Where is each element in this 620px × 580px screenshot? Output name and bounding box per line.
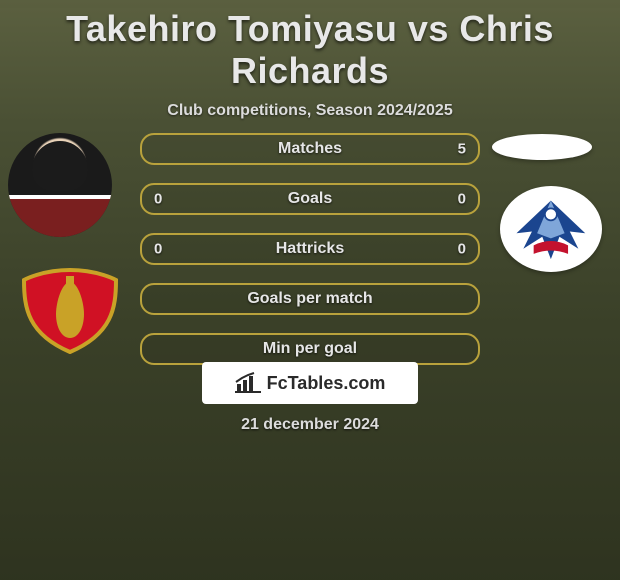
stat-label: Matches <box>278 140 342 158</box>
stat-right-value: 5 <box>458 141 466 158</box>
stat-label: Goals per match <box>247 290 372 308</box>
stats-panel: Matches 5 0 Goals 0 0 Hattricks 0 Goals … <box>140 133 480 383</box>
stat-left-value: 0 <box>154 191 162 208</box>
comparison-title: Takehiro Tomiyasu vs Chris Richards <box>0 8 620 92</box>
stat-left-value: 0 <box>154 241 162 258</box>
stat-label: Min per goal <box>263 340 357 358</box>
stat-row: 0 Hattricks 0 <box>140 233 480 265</box>
stat-row: Min per goal <box>140 333 480 365</box>
snapshot-date: 21 december 2024 <box>0 416 620 434</box>
crystal-palace-crest-icon <box>507 192 595 266</box>
stat-label: Hattricks <box>276 240 344 258</box>
player-right-placeholder <box>492 134 592 160</box>
comparison-subtitle: Club competitions, Season 2024/2025 <box>0 102 620 120</box>
brand-box: FcTables.com <box>202 362 418 404</box>
stat-right-value: 0 <box>458 241 466 258</box>
brand-text: FcTables.com <box>267 373 386 394</box>
club-crest-right <box>500 186 602 272</box>
player-left-avatar <box>8 133 112 237</box>
stat-row: Matches 5 <box>140 133 480 165</box>
club-crest-left <box>20 268 120 354</box>
arsenal-crest-icon <box>20 268 120 354</box>
stat-row: Goals per match <box>140 283 480 315</box>
bar-chart-icon <box>235 372 261 394</box>
stat-label: Goals <box>288 190 332 208</box>
stat-right-value: 0 <box>458 191 466 208</box>
stat-row: 0 Goals 0 <box>140 183 480 215</box>
